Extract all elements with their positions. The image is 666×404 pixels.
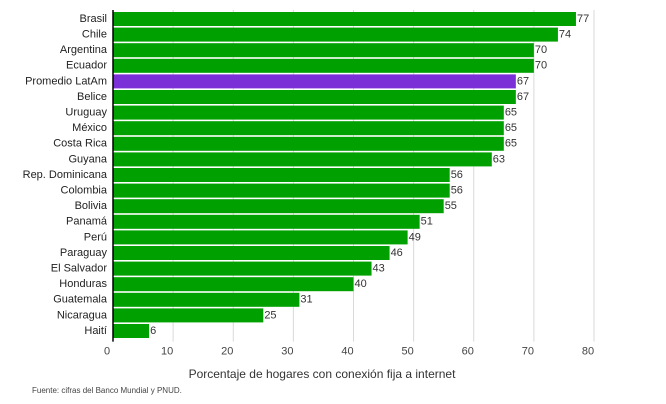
category-label-10: Rep. Dominicana bbox=[23, 169, 108, 181]
value-label-2: 70 bbox=[535, 44, 547, 56]
x-tick-label-70: 70 bbox=[522, 346, 534, 358]
bar-12 bbox=[113, 199, 444, 214]
category-label-2: Argentina bbox=[60, 44, 108, 56]
category-label-13: Panamá bbox=[66, 216, 108, 228]
category-label-19: Nicaragua bbox=[57, 309, 108, 321]
x-tick-label-20: 20 bbox=[221, 346, 233, 358]
value-label-1: 74 bbox=[559, 29, 571, 41]
category-label-8: Costa Rica bbox=[53, 138, 108, 150]
value-label-11: 56 bbox=[451, 185, 463, 197]
bar-3 bbox=[113, 58, 534, 73]
bar-17 bbox=[113, 277, 354, 292]
x-tick-label-10: 10 bbox=[161, 346, 173, 358]
category-label-17: Honduras bbox=[59, 278, 107, 290]
bar-19 bbox=[113, 308, 264, 323]
x-tick-label-60: 60 bbox=[462, 346, 474, 358]
category-label-4: Promedio LatAm bbox=[25, 75, 107, 87]
value-label-5: 67 bbox=[517, 91, 529, 103]
value-label-7: 65 bbox=[505, 122, 517, 134]
category-label-9: Guyana bbox=[68, 153, 107, 165]
x-tick-label-30: 30 bbox=[281, 346, 293, 358]
category-label-15: Paraguay bbox=[60, 247, 108, 259]
category-label-12: Bolivia bbox=[75, 200, 108, 212]
bar-4 bbox=[113, 74, 516, 89]
value-label-3: 70 bbox=[535, 60, 547, 72]
category-label-7: México bbox=[72, 122, 107, 134]
bar-20 bbox=[113, 324, 150, 338]
x-tick-label-50: 50 bbox=[402, 346, 414, 358]
bar-1 bbox=[113, 27, 558, 42]
category-label-11: Colombia bbox=[61, 185, 108, 197]
value-label-15: 46 bbox=[391, 247, 403, 259]
value-label-19: 25 bbox=[264, 309, 276, 321]
category-label-6: Uruguay bbox=[65, 107, 107, 119]
bar-6 bbox=[113, 105, 504, 120]
bar-14 bbox=[113, 230, 408, 245]
bar-9 bbox=[113, 152, 492, 167]
value-label-17: 40 bbox=[355, 278, 367, 290]
bar-2 bbox=[113, 43, 534, 58]
value-label-4: 67 bbox=[517, 75, 529, 87]
category-label-20: Haití bbox=[84, 325, 107, 337]
bar-13 bbox=[113, 214, 420, 229]
category-label-1: Chile bbox=[82, 29, 107, 41]
value-label-6: 65 bbox=[505, 107, 517, 119]
value-label-0: 77 bbox=[577, 13, 589, 25]
x-tick-label-0: 0 bbox=[104, 346, 110, 358]
bar-11 bbox=[113, 183, 450, 198]
category-label-5: Belice bbox=[77, 91, 107, 103]
value-label-13: 51 bbox=[421, 216, 433, 228]
x-tick-label-80: 80 bbox=[582, 346, 594, 358]
bar-10 bbox=[113, 168, 450, 182]
value-label-14: 49 bbox=[409, 231, 421, 243]
value-label-12: 55 bbox=[445, 200, 457, 212]
bar-8 bbox=[113, 136, 504, 151]
category-label-3: Ecuador bbox=[66, 60, 107, 72]
value-label-20: 6 bbox=[150, 325, 156, 337]
bar-16 bbox=[113, 261, 372, 276]
category-label-0: Brasil bbox=[79, 13, 107, 25]
x-tick-label-40: 40 bbox=[341, 346, 353, 358]
bar-7 bbox=[113, 121, 504, 136]
source-note: Fuente: cifras del Banco Mundial y PNUD. bbox=[32, 386, 182, 395]
category-label-16: El Salvador bbox=[51, 263, 108, 275]
value-label-16: 43 bbox=[373, 263, 385, 275]
category-label-18: Guatemala bbox=[53, 294, 108, 306]
value-label-8: 65 bbox=[505, 138, 517, 150]
bar-5 bbox=[113, 90, 516, 104]
x-axis-title: Porcentaje de hogares con conexión fija … bbox=[189, 367, 457, 381]
bar-15 bbox=[113, 246, 390, 260]
value-label-9: 63 bbox=[493, 153, 505, 165]
category-label-14: Perú bbox=[84, 231, 107, 243]
bar-0 bbox=[113, 12, 576, 26]
bar-18 bbox=[113, 292, 300, 307]
value-label-18: 31 bbox=[300, 294, 312, 306]
value-label-10: 56 bbox=[451, 169, 463, 181]
